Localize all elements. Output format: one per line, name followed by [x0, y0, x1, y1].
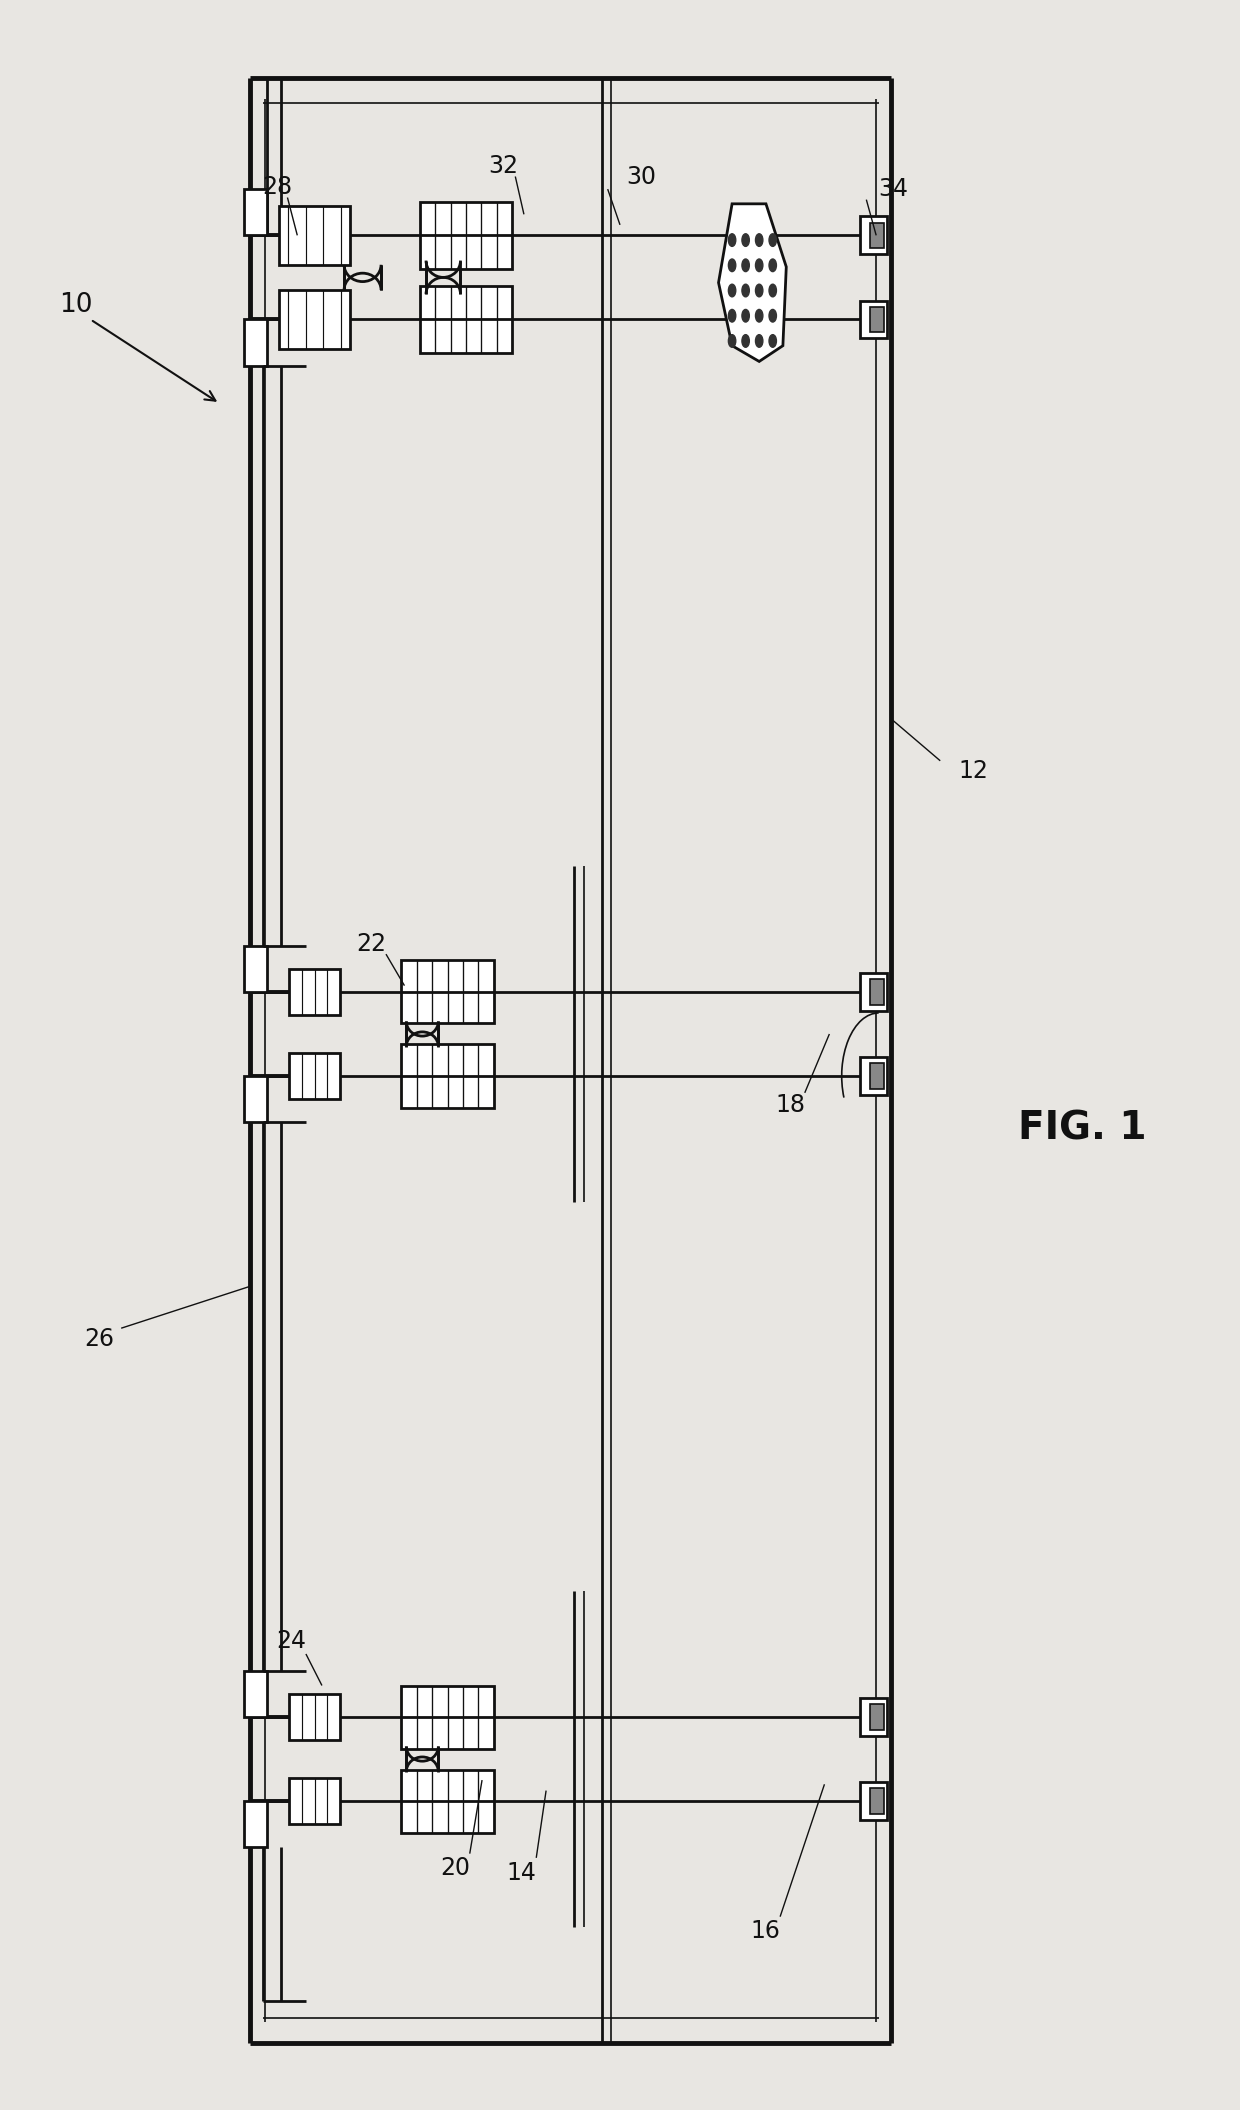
Bar — [279, 289, 350, 348]
Bar — [244, 1802, 267, 1848]
Bar — [870, 224, 884, 249]
Bar — [289, 1053, 341, 1099]
Text: 26: 26 — [84, 1327, 114, 1350]
Text: 18: 18 — [775, 1093, 805, 1118]
Circle shape — [742, 234, 749, 247]
Polygon shape — [718, 205, 786, 361]
Bar — [402, 1044, 494, 1108]
Bar — [279, 207, 350, 264]
Circle shape — [755, 335, 763, 348]
Text: 30: 30 — [626, 165, 656, 188]
Circle shape — [742, 285, 749, 298]
Bar — [870, 979, 884, 1004]
Bar — [861, 217, 888, 255]
Circle shape — [769, 260, 776, 272]
Circle shape — [769, 285, 776, 298]
Text: 22: 22 — [356, 933, 386, 956]
Circle shape — [755, 285, 763, 298]
Text: 12: 12 — [959, 760, 988, 783]
Text: 16: 16 — [750, 1920, 780, 1943]
Text: 10: 10 — [58, 291, 92, 319]
Bar — [870, 1705, 884, 1730]
Bar — [402, 1686, 494, 1749]
Circle shape — [755, 234, 763, 247]
Text: 32: 32 — [489, 154, 518, 177]
Bar — [870, 1063, 884, 1089]
Bar — [402, 960, 494, 1023]
Bar — [289, 1779, 341, 1825]
Bar — [244, 319, 267, 365]
Bar — [244, 1076, 267, 1123]
Bar — [244, 1671, 267, 1718]
Text: 14: 14 — [506, 1861, 537, 1884]
Bar — [861, 300, 888, 338]
Circle shape — [742, 260, 749, 272]
Bar — [244, 945, 267, 992]
Bar — [861, 1699, 888, 1737]
Circle shape — [728, 260, 735, 272]
Circle shape — [769, 335, 776, 348]
Circle shape — [728, 310, 735, 323]
Bar — [861, 1057, 888, 1095]
Circle shape — [742, 335, 749, 348]
Circle shape — [728, 335, 735, 348]
Text: FIG. 1: FIG. 1 — [1018, 1110, 1146, 1148]
Circle shape — [755, 310, 763, 323]
Bar — [420, 285, 512, 352]
Bar — [870, 306, 884, 331]
Circle shape — [755, 260, 763, 272]
Bar — [861, 973, 888, 1011]
Circle shape — [728, 234, 735, 247]
Text: 28: 28 — [263, 175, 293, 198]
Bar — [244, 190, 267, 236]
Bar — [870, 1789, 884, 1815]
Bar — [289, 1694, 341, 1741]
Circle shape — [769, 310, 776, 323]
Circle shape — [728, 285, 735, 298]
Circle shape — [769, 234, 776, 247]
Bar — [861, 1783, 888, 1821]
Bar — [420, 203, 512, 268]
Text: 34: 34 — [879, 177, 909, 200]
Circle shape — [742, 310, 749, 323]
Text: 20: 20 — [440, 1857, 470, 1880]
Bar — [289, 968, 341, 1015]
Bar — [402, 1770, 494, 1834]
Text: 24: 24 — [277, 1629, 306, 1654]
